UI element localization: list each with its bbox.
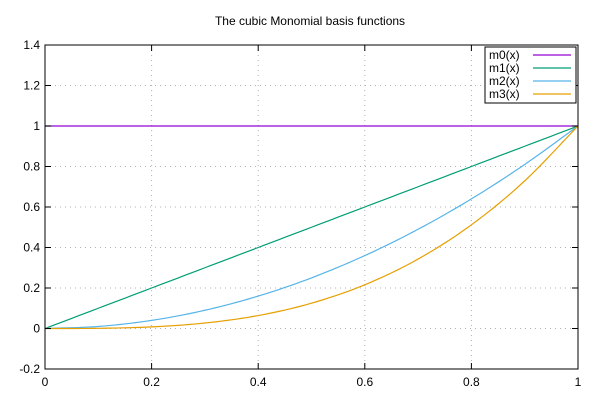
x-tick-label: 0	[42, 375, 49, 389]
series-line-m3x	[44, 125, 579, 330]
y-tick-label: 0	[33, 322, 40, 336]
plot-series	[44, 125, 579, 330]
chart-title: The cubic Monomial basis functions	[215, 14, 405, 28]
y-tick-label: 0.4	[23, 241, 40, 255]
y-tick-label: 0.8	[23, 160, 40, 174]
legend-label: m3(x)	[489, 87, 520, 101]
axes: -0.200.20.40.60.811.21.40 0.2 0.4 0.6 0.8 1	[19, 38, 581, 389]
y-tick-label: 0.6	[23, 200, 40, 214]
y-tick-label: -0.2	[19, 362, 40, 376]
y-tick-label: 1.2	[23, 79, 40, 93]
y-tick-label: 1	[33, 119, 40, 133]
legend-label: m2(x)	[489, 74, 520, 88]
legend: m0(x)m1(x)m2(x)m3(x)	[484, 46, 577, 104]
legend-label: m1(x)	[489, 61, 520, 75]
series-line-m2x	[44, 125, 579, 330]
y-tick-label: 1.4	[23, 38, 40, 52]
x-tick-label: 0.4	[250, 375, 267, 389]
x-tick-label: 0.6	[356, 375, 373, 389]
x-tick-label: 0.2	[143, 375, 160, 389]
series-line-m1x	[44, 125, 579, 330]
y-tick-label: 0.2	[23, 281, 40, 295]
x-tick-label: 0.8	[463, 375, 480, 389]
x-tick-label: 1	[575, 375, 582, 389]
legend-label: m0(x)	[489, 48, 520, 62]
